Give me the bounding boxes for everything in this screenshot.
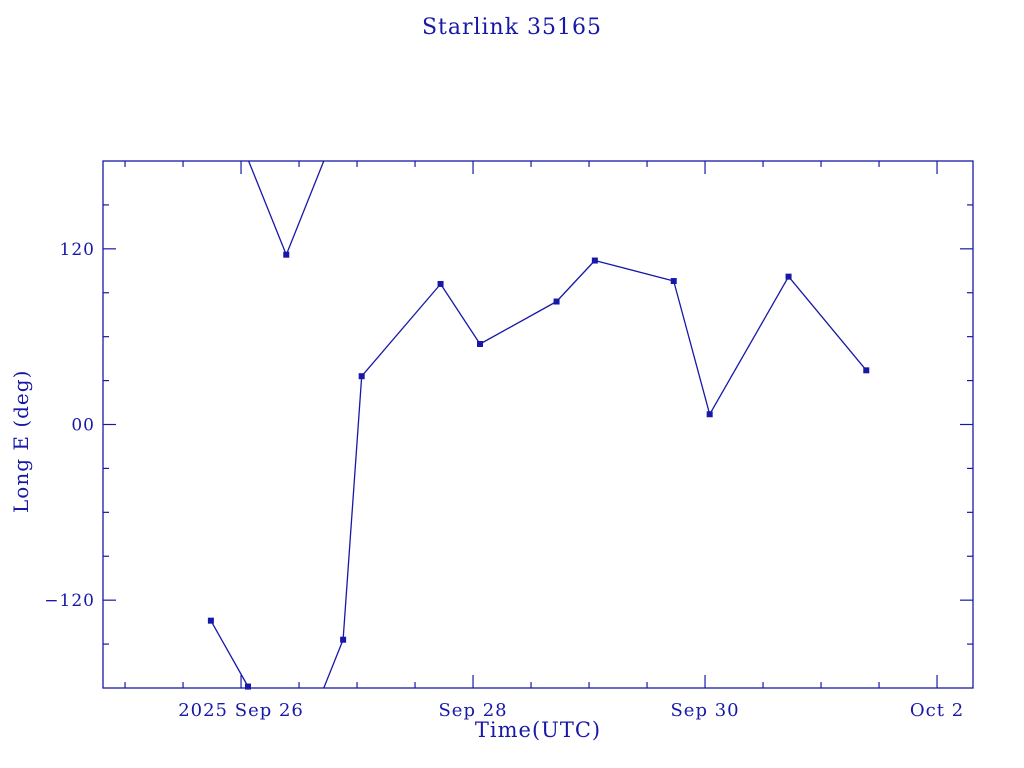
data-point-marker: [863, 367, 870, 374]
plot-frame: [102, 160, 974, 689]
y-axis-title: Long E (deg): [9, 369, 33, 513]
x-axis-title: Time(UTC): [474, 718, 602, 742]
data-point-marker: [340, 636, 347, 643]
y-tick-label: 00: [71, 416, 95, 436]
y-tick-label: −120: [44, 591, 95, 611]
data-point-marker: [785, 273, 792, 280]
data-point-marker: [437, 280, 444, 287]
data-point-marker: [477, 340, 483, 347]
data-point-marker: [706, 411, 713, 418]
data-point-marker: [358, 373, 365, 380]
y-tick-label: 120: [60, 240, 95, 260]
x-tick-label: Sep 30: [670, 700, 739, 721]
x-tick-label: 2025 Sep 26: [178, 700, 304, 721]
x-tick-label: Sep 28: [438, 700, 507, 721]
data-point-marker: [553, 298, 560, 305]
data-point-marker: [283, 251, 290, 258]
data-point-marker: [245, 683, 251, 690]
chart-title: Starlink 35165: [421, 15, 603, 40]
data-line: [210, 161, 867, 688]
x-tick-label: Oct 2: [910, 700, 964, 721]
data-point-marker: [207, 617, 214, 624]
data-point-marker: [670, 278, 677, 285]
data-point-marker: [591, 257, 598, 264]
